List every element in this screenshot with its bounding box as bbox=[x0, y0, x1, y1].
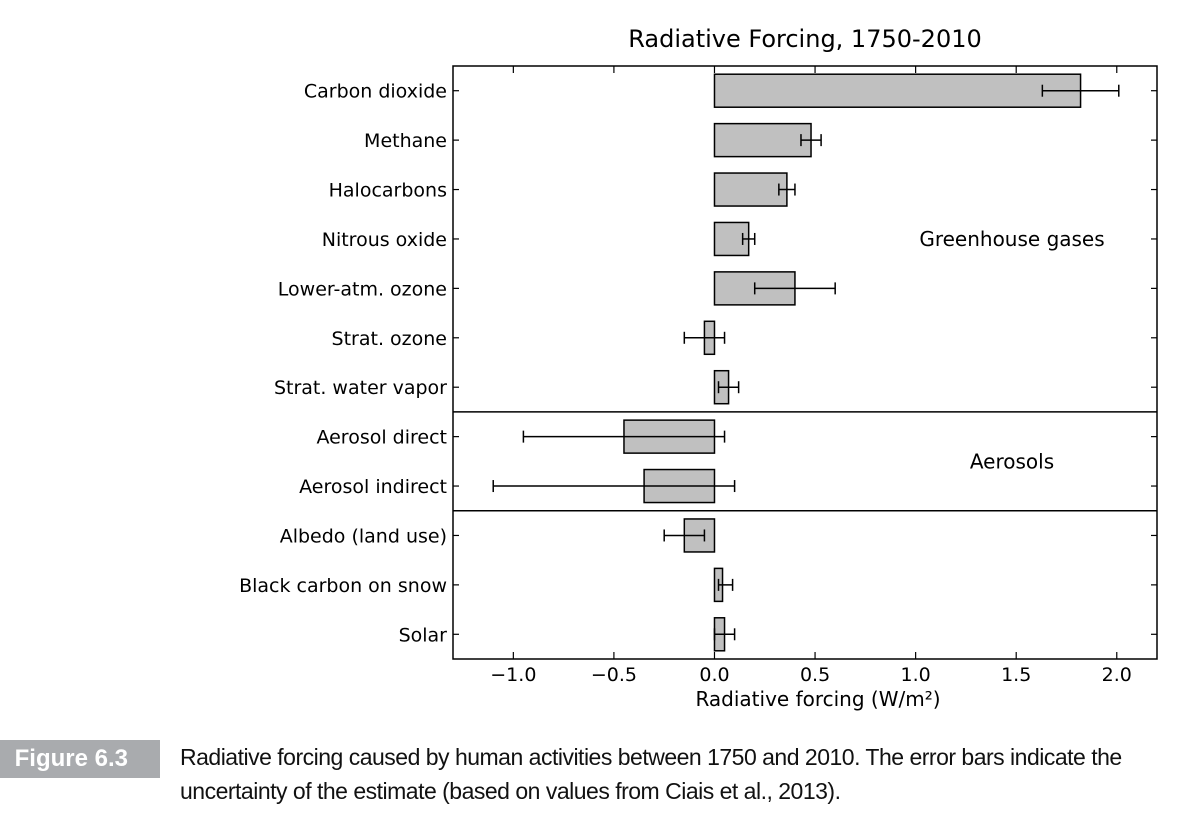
radiative-forcing-chart: Radiative Forcing, 1750-2010 Greenhouse … bbox=[239, 25, 1158, 711]
plot-frame bbox=[452, 65, 1158, 660]
x-tick-label: −0.5 bbox=[591, 664, 637, 686]
figure-label: Figure 6.3 bbox=[0, 740, 160, 778]
y-tick-label: Aerosol direct bbox=[316, 427, 447, 449]
group-label: Aerosols bbox=[970, 449, 1054, 473]
y-tick-label: Carbon dioxide bbox=[304, 81, 447, 103]
y-tick-label: Nitrous oxide bbox=[322, 229, 447, 251]
figure-caption: Figure 6.3 Radiative forcing caused by h… bbox=[0, 738, 1200, 828]
y-tick-label: Solar bbox=[399, 624, 448, 646]
y-tick-label: Albedo (land use) bbox=[280, 525, 447, 547]
x-tick-label: 1.0 bbox=[901, 664, 931, 686]
chart-title: Radiative Forcing, 1750-2010 bbox=[628, 25, 982, 53]
bar bbox=[713, 172, 788, 207]
bar bbox=[713, 73, 1082, 108]
y-tick-label: Lower-atm. ozone bbox=[278, 278, 447, 300]
x-tick-label: 0.5 bbox=[800, 664, 830, 686]
y-tick-label: Strat. water vapor bbox=[274, 377, 447, 399]
x-axis-label: Radiative forcing (W/m²) bbox=[695, 687, 940, 711]
y-tick-label: Halocarbons bbox=[329, 180, 447, 202]
bar bbox=[713, 122, 812, 158]
caption-text: Radiative forcing caused by human activi… bbox=[180, 744, 1122, 804]
x-tick-label: 1.5 bbox=[1001, 664, 1031, 686]
x-tick-label: −1.0 bbox=[490, 664, 536, 686]
x-tick-label: 2.0 bbox=[1102, 664, 1132, 686]
group-label: Greenhouse gases bbox=[919, 227, 1104, 251]
y-tick-label: Methane bbox=[364, 130, 447, 152]
x-tick-label: 0.0 bbox=[699, 664, 729, 686]
y-tick-label: Black carbon on snow bbox=[239, 575, 447, 597]
y-tick-label: Strat. ozone bbox=[332, 328, 447, 350]
y-tick-label: Aerosol indirect bbox=[299, 476, 447, 498]
